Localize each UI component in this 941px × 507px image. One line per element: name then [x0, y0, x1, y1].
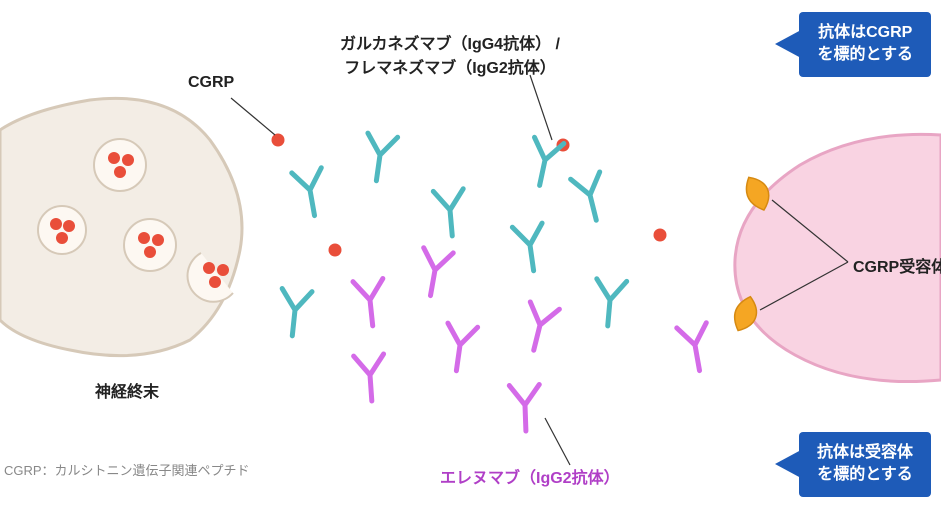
cgrp-dot-icon — [114, 166, 126, 178]
antibody-teal-icon — [571, 172, 611, 224]
label-galca-line2: フレマネズマブ（IgG2抗体） — [340, 54, 560, 78]
antibody-magenta-icon — [509, 384, 541, 431]
leader-line — [545, 418, 570, 465]
vesicle — [94, 139, 146, 191]
label-cgrp: CGRP — [188, 74, 234, 92]
cgrp-dot-icon — [56, 232, 68, 244]
callout-top-line2: を標的とする — [817, 44, 913, 66]
cgrp-dot-icon — [272, 134, 285, 147]
cgrp-dot-icon — [217, 264, 229, 276]
label-erenu: エレヌマブ（IgG2抗体） — [440, 464, 620, 488]
antibody-teal-icon — [512, 223, 548, 273]
cgrp-dot-icon — [50, 218, 62, 230]
antibody-teal-icon — [362, 133, 398, 183]
label-receptor: CGRP受容体 — [853, 253, 941, 277]
callout-top-line1: 抗体はCGRP — [817, 22, 913, 44]
cgrp-dot-icon — [152, 234, 164, 246]
label-nerve-terminal: 神経終末 — [95, 378, 159, 402]
leader-line — [530, 75, 552, 140]
antibody-teal-icon — [593, 279, 627, 327]
cgrp-dot-icon — [209, 276, 221, 288]
nerve-terminal-shape — [0, 98, 242, 355]
callout-bottom-line1: 抗体は受容体 — [817, 442, 913, 464]
antibody-magenta-icon — [416, 248, 454, 299]
label-galca-frema: ガルカネズマブ（IgG4抗体） / フレマネズマブ（IgG2抗体） — [340, 30, 560, 78]
label-galca-line1: ガルカネズマブ（IgG4抗体） / — [340, 30, 560, 54]
cgrp-dot-icon — [122, 154, 134, 166]
cgrp-dot-icon — [654, 229, 667, 242]
antibody-teal-icon — [292, 168, 330, 219]
antibody-magenta-icon — [354, 354, 387, 402]
leader-line — [231, 98, 275, 135]
cgrp-dot-icon — [138, 232, 150, 244]
callout-receptor-target: 抗体は受容体 を標的とする — [799, 432, 931, 497]
antibody-magenta-icon — [353, 279, 388, 328]
cgrp-dot-icon — [329, 244, 342, 257]
vesicle — [124, 219, 176, 271]
antibody-magenta-icon — [442, 323, 478, 373]
antibody-magenta-icon — [677, 323, 715, 374]
vesicle — [38, 206, 86, 254]
antibody-magenta-icon — [519, 302, 559, 354]
cgrp-dot-icon — [203, 262, 215, 274]
callout-cgrp-target: 抗体はCGRP を標的とする — [799, 12, 931, 77]
cgrp-dot-icon — [144, 246, 156, 258]
cgrp-dot-icon — [63, 220, 75, 232]
callout-bottom-line2: を標的とする — [817, 464, 913, 486]
cgrp-dot-icon — [108, 152, 120, 164]
footnote-cgrp: CGRP：カルシトニン遺伝子関連ペプチド — [4, 460, 250, 479]
antibody-teal-icon — [277, 289, 312, 338]
antibody-teal-icon — [433, 189, 467, 237]
